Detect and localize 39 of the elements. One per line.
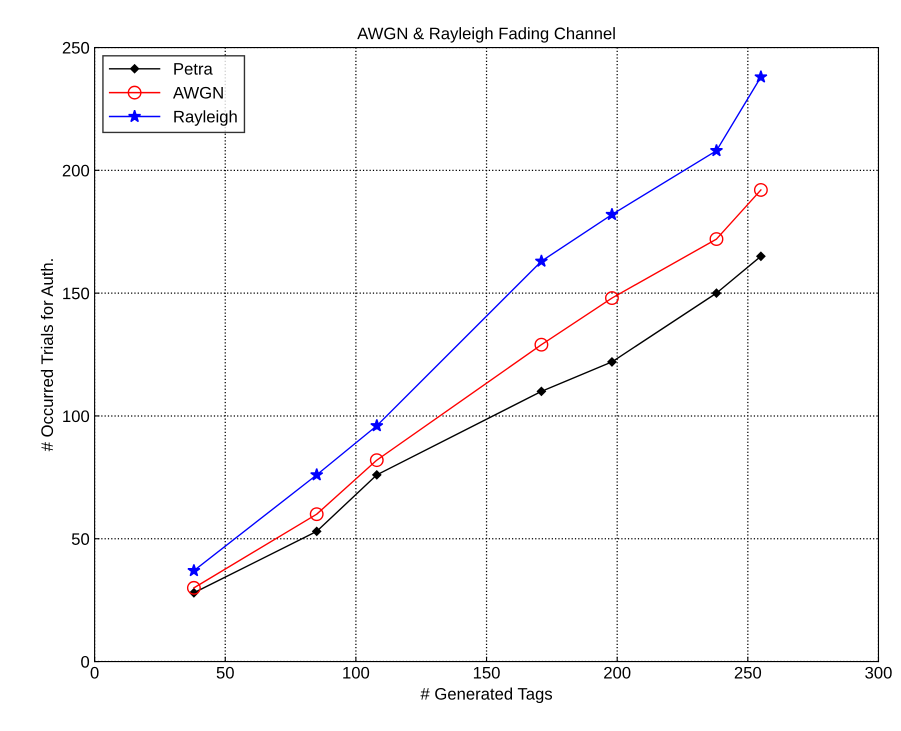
point — [370, 418, 384, 432]
point — [710, 144, 724, 156]
point — [605, 291, 619, 305]
y-tick-label: 200 — [62, 164, 90, 177]
x-tick-label: 200 — [604, 666, 630, 679]
point — [534, 254, 548, 267]
legend-label: AWGN — [172, 86, 223, 99]
point — [312, 526, 322, 536]
y-axis-title: # Occurred Trials for Auth. — [40, 259, 54, 452]
point — [712, 288, 722, 298]
chart-title: AWGN & Rayleigh Fading Channel — [357, 27, 615, 43]
x-tick-label: 150 — [474, 666, 500, 679]
y-tick-label: 50 — [72, 533, 90, 545]
point — [754, 183, 768, 197]
legend-label: Petra — [174, 63, 213, 75]
legend-label: Rayleigh — [174, 110, 237, 126]
point — [187, 564, 201, 576]
point — [534, 338, 548, 352]
point — [605, 208, 619, 220]
point — [756, 252, 766, 261]
point — [372, 470, 382, 480]
x-tick-label: 300 — [865, 666, 892, 679]
point — [310, 507, 324, 522]
point — [186, 580, 201, 595]
point — [310, 468, 324, 481]
x-tick-label: 50 — [216, 666, 234, 679]
x-axis-title: # Generated Tags — [420, 688, 552, 704]
y-tick-label: 150 — [63, 288, 90, 300]
y-tick-label: 100 — [63, 410, 90, 422]
x-tick-label: 0 — [90, 666, 99, 679]
x-tick-label: 100 — [343, 666, 370, 679]
point — [370, 453, 384, 468]
point — [710, 232, 724, 246]
y-tick-label: 250 — [62, 42, 90, 54]
point — [536, 386, 546, 396]
point — [754, 70, 768, 83]
y-tick-label: 0 — [81, 656, 90, 668]
point — [607, 357, 617, 367]
x-tick-label: 250 — [734, 666, 762, 679]
